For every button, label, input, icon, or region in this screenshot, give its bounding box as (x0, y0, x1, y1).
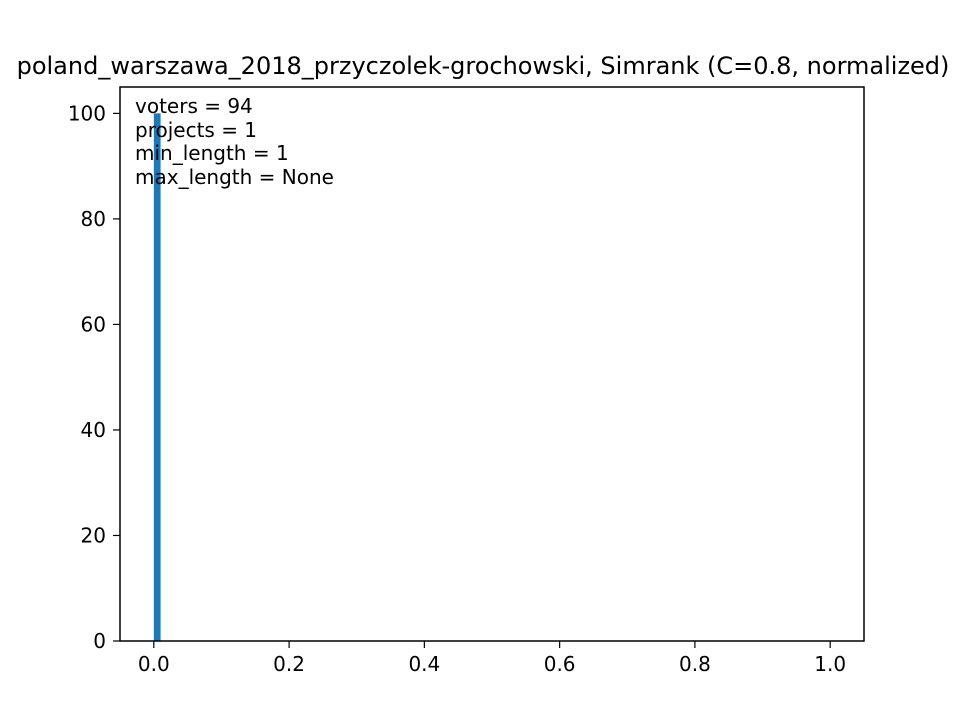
annotation-max-length: max_length = None (135, 165, 334, 189)
y-tick-label: 80 (81, 207, 106, 231)
y-tick-label: 20 (81, 523, 106, 547)
y-tick-label: 60 (81, 312, 106, 336)
y-tick-label: 0 (93, 629, 106, 653)
x-tick-label: 0.8 (679, 652, 711, 676)
x-tick-label: 0.2 (273, 652, 305, 676)
x-tick-label: 0.6 (544, 652, 576, 676)
chart-title: poland_warszawa_2018_przyczolek-grochows… (17, 52, 950, 80)
y-tick-label: 100 (68, 101, 106, 125)
stats-annotation: voters = 94 projects = 1 min_length = 1 … (135, 94, 334, 189)
bars (153, 113, 161, 641)
plot-frame (119, 86, 865, 642)
annotation-projects: projects = 1 (135, 118, 257, 142)
y-tick-label: 40 (81, 418, 106, 442)
y-axis: 0 20 40 60 80 100 (68, 101, 120, 653)
x-tick-label: 0.0 (138, 652, 170, 676)
x-tick-label: 1.0 (814, 652, 846, 676)
x-axis: 0.0 0.2 0.4 0.6 0.8 1.0 (138, 641, 846, 676)
annotation-voters: voters = 94 (135, 94, 253, 118)
annotation-min-length: min_length = 1 (135, 141, 289, 165)
x-tick-label: 0.4 (408, 652, 440, 676)
histogram-bar (153, 113, 161, 641)
